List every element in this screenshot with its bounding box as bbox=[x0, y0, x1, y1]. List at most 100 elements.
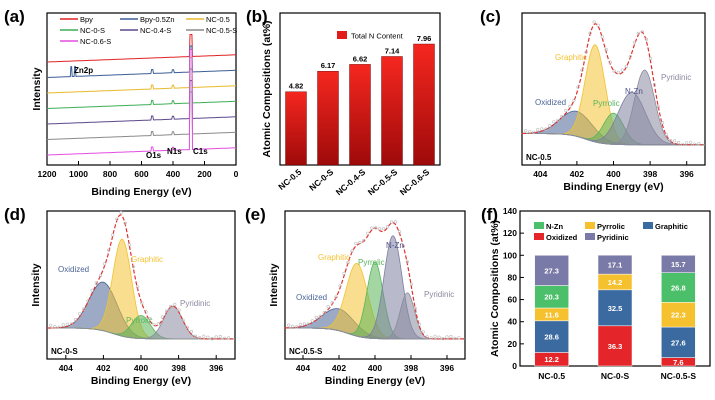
panel-a-series-line bbox=[47, 34, 236, 63]
panel-d-data-point bbox=[152, 323, 156, 327]
panel-d-data-point bbox=[140, 301, 144, 305]
panel-a-annotation: N1s bbox=[167, 147, 182, 156]
panel-c-data-point bbox=[689, 140, 693, 144]
panel-c-data-point bbox=[697, 142, 701, 146]
panel-d-tick-label: 404 bbox=[59, 363, 73, 373]
panel-e-label: (e) bbox=[245, 205, 266, 224]
panel-f-segment-value: 26.8 bbox=[671, 284, 686, 293]
panel-f-tick-label: 100 bbox=[503, 250, 517, 260]
panel-f-tick-label: 60 bbox=[508, 295, 518, 305]
panel-b-bar bbox=[381, 56, 403, 166]
panel-f-segment-value: 22.3 bbox=[671, 311, 686, 320]
panel-d-data-point bbox=[218, 334, 222, 339]
panel-c-tick-label: 402 bbox=[570, 169, 584, 179]
panel-e-data-point bbox=[366, 231, 370, 235]
panel-c-data-point bbox=[604, 47, 608, 52]
panel-d-data-point bbox=[65, 322, 69, 326]
panel-c-tick-label: 396 bbox=[680, 169, 694, 179]
panel-d-label: (d) bbox=[4, 205, 26, 224]
panel-c-peak-area bbox=[522, 69, 705, 146]
panel-c-data-point bbox=[685, 141, 689, 145]
panel-c-peak-label: Oxidized bbox=[535, 98, 566, 107]
panel-a-legend-text: NC-0.5-S bbox=[206, 26, 237, 35]
panel-e-data-point bbox=[302, 322, 307, 326]
panel-a-legend-text: NC-0-S bbox=[80, 26, 105, 35]
panel-e-data-point bbox=[330, 301, 334, 305]
panel-d-data-point bbox=[214, 335, 218, 339]
panel-d-tick-label: 402 bbox=[96, 363, 110, 373]
panel-e-data-point bbox=[457, 336, 461, 340]
panel-d-data-point bbox=[169, 304, 173, 309]
panel-d-data-point bbox=[210, 337, 214, 341]
panel-f-segment-value: 14.2 bbox=[608, 278, 623, 287]
panel-e-tick-label: 396 bbox=[440, 363, 454, 373]
panel-c-fit-line bbox=[521, 23, 705, 146]
panel-c-data-point bbox=[540, 127, 544, 131]
panel-f-bar-segment bbox=[597, 289, 633, 327]
panel-d-peak-label: Oxidized bbox=[58, 265, 89, 274]
panel-c-data-point bbox=[648, 56, 653, 61]
panel-e-data-point bbox=[390, 220, 394, 224]
panel-b-label: (b) bbox=[246, 7, 268, 26]
panel-c-data-point bbox=[612, 69, 616, 73]
panel-d-data-point bbox=[222, 336, 227, 341]
panel-b-bar-value: 7.96 bbox=[417, 34, 432, 43]
panel-d-fit-line bbox=[47, 214, 235, 340]
panel-c-data-point bbox=[620, 68, 624, 72]
panel-c-data-point bbox=[576, 85, 580, 89]
panel-b-bar-value: 7.14 bbox=[385, 46, 400, 55]
panel-d-data-point bbox=[227, 336, 231, 340]
panel-c-data-point bbox=[588, 31, 592, 35]
panel-c-tick-label: 400 bbox=[606, 169, 620, 179]
panel-d-data-point bbox=[73, 318, 78, 322]
panel-c-data-point bbox=[580, 68, 584, 72]
panel-e-tick-label: 398 bbox=[404, 363, 418, 373]
panel-d-xlabel: Binding Energy (eV) bbox=[91, 375, 191, 387]
panel-b-legend-swatch bbox=[337, 31, 347, 39]
panel-e-data-point bbox=[306, 322, 311, 326]
panel-d-data-point bbox=[102, 262, 107, 266]
panel-f-tick-label: 80 bbox=[508, 272, 518, 282]
panel-a-label: (a) bbox=[4, 7, 25, 26]
panel-e-data-point bbox=[314, 315, 318, 320]
panel-c-data-point bbox=[672, 139, 677, 143]
panel-e-peak-area bbox=[285, 292, 465, 340]
panel-d-data-point bbox=[189, 329, 193, 334]
panel-c-data-point bbox=[668, 138, 673, 143]
panel-c-data-point bbox=[592, 20, 596, 24]
panel-c-peak-label: N-Zn bbox=[625, 87, 643, 96]
panel-a-annotation: Zn2p bbox=[74, 66, 93, 75]
panel-d-data-point bbox=[202, 334, 206, 338]
panel-d-data-point bbox=[53, 325, 57, 329]
panel-c-tick-label: 398 bbox=[643, 169, 657, 179]
panel-f-legend-text: Pyridinic bbox=[597, 233, 629, 242]
panel-c-data-point bbox=[548, 123, 552, 128]
panel-b-category-label: NC-0.4-S bbox=[334, 167, 368, 198]
panel-a-series-line bbox=[47, 68, 236, 109]
panel-d-peak-label: Graphitic bbox=[131, 255, 163, 264]
panel-c-tick-label: 404 bbox=[533, 169, 547, 179]
panel-a-tick-label: 400 bbox=[166, 169, 180, 179]
panel-f-legend-swatch bbox=[585, 222, 595, 229]
panel-b-bar bbox=[317, 71, 339, 166]
panel-a-tick-label: 1200 bbox=[38, 169, 57, 179]
panel-c-data-point bbox=[564, 108, 568, 113]
panel-f-tick-label: 0 bbox=[512, 361, 517, 371]
panel-b-bar-value: 4.82 bbox=[289, 82, 304, 91]
panel-e-peak-label: Graphitic bbox=[318, 253, 350, 262]
panel-e-data-point bbox=[298, 322, 303, 327]
panel-f-legend-swatch bbox=[534, 222, 544, 229]
panel-f-bar-segment bbox=[597, 254, 633, 275]
panel-b-bar-value: 6.62 bbox=[353, 54, 368, 63]
panel-c-data-point bbox=[552, 120, 556, 124]
panel-d-data-point bbox=[177, 308, 181, 312]
panel-d-data-point bbox=[111, 233, 115, 237]
panel-f-segment-value: 20.3 bbox=[544, 293, 559, 302]
panel-d-data-point bbox=[144, 310, 148, 314]
panel-d-data-point bbox=[61, 323, 65, 327]
panel-a-series-line bbox=[47, 45, 236, 78]
panel-e-data-point bbox=[378, 227, 382, 231]
panel-f-segment-value: 15.7 bbox=[671, 260, 686, 269]
panel-d-data-point bbox=[119, 210, 123, 214]
panel-f-tick-label: 20 bbox=[508, 339, 518, 349]
